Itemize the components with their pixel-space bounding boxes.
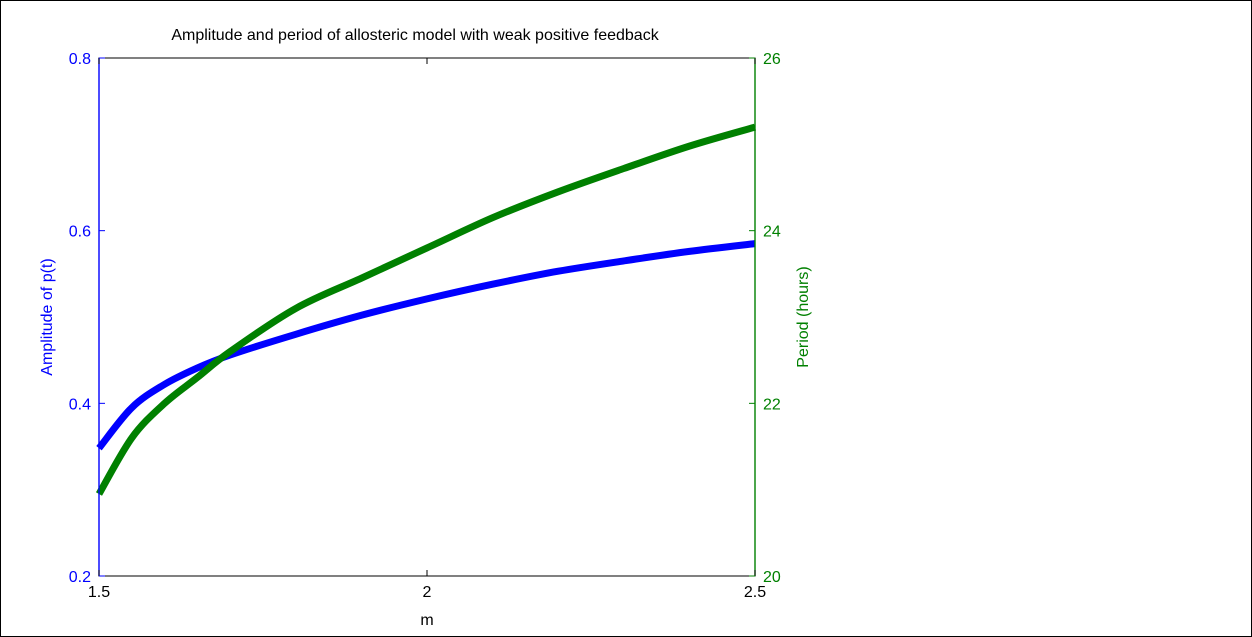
period-series-line [95, 123, 756, 496]
right-axis-label: Period (hours) [795, 266, 812, 367]
plot-box [98, 57, 756, 577]
left-y-tick-label: 0.2 [69, 569, 91, 586]
x-tick-label: 2 [423, 584, 432, 601]
right-y-tick-label: 24 [763, 224, 781, 241]
left-y-tick-label: 0.8 [69, 51, 91, 68]
chart-title: Amplitude and period of allosteric model… [171, 27, 659, 44]
x-tick-label: 1.5 [88, 584, 110, 601]
right-y-tick-label: 26 [763, 51, 781, 68]
right-y-tick-label: 22 [763, 396, 781, 413]
series-layer [95, 123, 756, 496]
left-axis-label: Amplitude of p(t) [39, 258, 56, 375]
left-y-tick-label: 0.6 [69, 224, 91, 241]
amplitude-series-line [96, 240, 756, 451]
x-axis-label: m [420, 612, 433, 629]
ticks-layer: 1.5 2 2.5 0.2 0.4 0.6 0.8 20 22 24 26 [69, 51, 781, 601]
left-y-tick-label: 0.4 [69, 396, 91, 413]
x-tick-label: 2.5 [744, 584, 766, 601]
right-y-tick-label: 20 [763, 569, 781, 586]
